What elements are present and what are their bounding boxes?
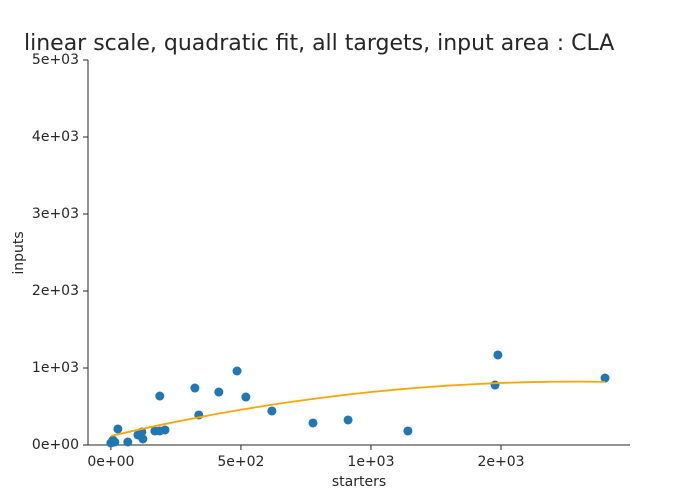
point <box>241 392 251 402</box>
point <box>138 434 148 444</box>
y-tick-label: 3e+03 <box>32 206 79 222</box>
point <box>123 437 133 447</box>
point <box>190 383 200 393</box>
point <box>267 406 277 416</box>
point <box>214 387 224 397</box>
x-axis-label: starters <box>332 474 386 490</box>
y-axis-label: inputs <box>11 231 27 274</box>
point <box>493 350 503 360</box>
y-tick-label: 1e+03 <box>32 360 79 376</box>
point <box>343 415 353 425</box>
point <box>490 380 500 390</box>
x-tick-label: 5e+02 <box>217 454 264 470</box>
y-tick-label: 0e+00 <box>32 437 79 453</box>
y-tick-label: 4e+03 <box>32 129 79 145</box>
x-tick-label: 1e+03 <box>347 454 394 470</box>
point <box>155 391 165 401</box>
point <box>160 425 170 435</box>
point <box>403 426 413 436</box>
y-tick-label: 5e+03 <box>32 52 79 68</box>
point <box>113 424 123 434</box>
point <box>232 366 242 376</box>
point <box>600 373 610 383</box>
x-tick-label: 0e+00 <box>87 454 134 470</box>
fit-line <box>110 380 606 437</box>
point <box>110 437 120 447</box>
x-tick-label: 2e+03 <box>477 454 524 470</box>
point <box>308 418 318 428</box>
y-tick-label: 2e+03 <box>32 283 79 299</box>
chart-title: linear scale, quadratic fit, all targets… <box>24 31 614 56</box>
